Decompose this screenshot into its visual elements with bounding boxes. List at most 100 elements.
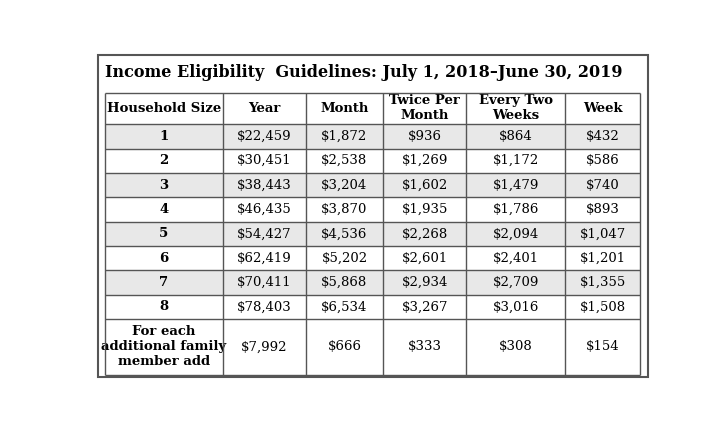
Text: 2: 2 xyxy=(159,154,169,167)
Text: $5,202: $5,202 xyxy=(321,252,368,265)
Bar xyxy=(105,197,222,222)
Bar xyxy=(566,124,640,149)
Text: $46,435: $46,435 xyxy=(237,203,292,216)
Text: Year: Year xyxy=(248,102,281,115)
Text: $893: $893 xyxy=(586,203,619,216)
Bar xyxy=(222,149,305,173)
Text: $4,536: $4,536 xyxy=(321,227,368,240)
Bar xyxy=(383,197,466,222)
Text: $7,992: $7,992 xyxy=(241,341,287,354)
Bar xyxy=(466,319,566,375)
Bar xyxy=(383,173,466,197)
Bar xyxy=(305,319,383,375)
Text: $1,508: $1,508 xyxy=(579,300,626,313)
Bar xyxy=(105,294,222,319)
Text: $6,534: $6,534 xyxy=(321,300,368,313)
Bar xyxy=(566,92,640,124)
Text: $1,172: $1,172 xyxy=(493,154,539,167)
Bar xyxy=(566,222,640,246)
Bar xyxy=(383,222,466,246)
Bar xyxy=(466,173,566,197)
Bar xyxy=(466,149,566,173)
Bar xyxy=(222,173,305,197)
Text: Month: Month xyxy=(321,102,369,115)
Bar xyxy=(105,92,222,124)
Text: Household Size: Household Size xyxy=(107,102,221,115)
Text: $308: $308 xyxy=(499,341,533,354)
Text: $1,355: $1,355 xyxy=(579,276,626,289)
Text: $1,872: $1,872 xyxy=(321,130,368,143)
Text: $936: $936 xyxy=(408,130,442,143)
Bar xyxy=(222,197,305,222)
Bar xyxy=(222,124,305,149)
Bar xyxy=(566,173,640,197)
Text: $78,403: $78,403 xyxy=(237,300,292,313)
Bar xyxy=(222,92,305,124)
Bar xyxy=(383,294,466,319)
Bar xyxy=(466,294,566,319)
Bar xyxy=(466,92,566,124)
Text: $5,868: $5,868 xyxy=(321,276,368,289)
Bar xyxy=(305,92,383,124)
Bar xyxy=(305,173,383,197)
Text: 8: 8 xyxy=(159,300,169,313)
Bar xyxy=(383,246,466,270)
Text: $3,016: $3,016 xyxy=(493,300,539,313)
Text: Week: Week xyxy=(583,102,622,115)
Bar xyxy=(305,294,383,319)
Text: $1,047: $1,047 xyxy=(579,227,626,240)
Bar xyxy=(105,319,222,375)
Bar xyxy=(466,270,566,294)
Bar xyxy=(566,294,640,319)
Text: 4: 4 xyxy=(159,203,169,216)
Bar xyxy=(222,319,305,375)
Bar xyxy=(466,124,566,149)
Bar xyxy=(566,270,640,294)
Text: $1,602: $1,602 xyxy=(401,178,448,192)
Bar xyxy=(466,222,566,246)
Text: $2,268: $2,268 xyxy=(401,227,448,240)
Bar xyxy=(105,270,222,294)
Text: $2,709: $2,709 xyxy=(493,276,539,289)
Bar xyxy=(383,270,466,294)
Text: Every Two
Weeks: Every Two Weeks xyxy=(479,95,553,122)
Text: $1,269: $1,269 xyxy=(401,154,448,167)
Bar xyxy=(566,246,640,270)
Bar xyxy=(222,270,305,294)
Text: $3,204: $3,204 xyxy=(321,178,368,192)
Text: $2,538: $2,538 xyxy=(321,154,368,167)
Text: $2,401: $2,401 xyxy=(493,252,539,265)
Text: $154: $154 xyxy=(586,341,619,354)
Bar xyxy=(105,222,222,246)
Bar xyxy=(222,246,305,270)
Text: $30,451: $30,451 xyxy=(237,154,292,167)
Text: $22,459: $22,459 xyxy=(237,130,292,143)
Bar xyxy=(222,294,305,319)
Bar xyxy=(305,149,383,173)
Bar xyxy=(383,92,466,124)
Bar xyxy=(305,270,383,294)
Bar xyxy=(105,149,222,173)
Text: 5: 5 xyxy=(159,227,169,240)
Text: $432: $432 xyxy=(586,130,619,143)
Text: $62,419: $62,419 xyxy=(237,252,292,265)
Text: $3,267: $3,267 xyxy=(401,300,448,313)
Bar xyxy=(566,319,640,375)
Text: $1,201: $1,201 xyxy=(579,252,626,265)
Bar xyxy=(105,173,222,197)
Text: 3: 3 xyxy=(159,178,169,192)
Text: $2,934: $2,934 xyxy=(401,276,448,289)
Text: $54,427: $54,427 xyxy=(237,227,292,240)
Text: $333: $333 xyxy=(408,341,442,354)
Text: Twice Per
Month: Twice Per Month xyxy=(390,95,460,122)
Text: Income Eligibility  Guidelines: July 1, 2018–June 30, 2019: Income Eligibility Guidelines: July 1, 2… xyxy=(105,64,622,81)
Text: For each
additional family
member add: For each additional family member add xyxy=(101,325,227,369)
Bar xyxy=(305,197,383,222)
Text: 6: 6 xyxy=(159,252,169,265)
Bar xyxy=(466,246,566,270)
Text: $740: $740 xyxy=(586,178,619,192)
Bar xyxy=(305,124,383,149)
Text: $2,094: $2,094 xyxy=(493,227,539,240)
Text: $38,443: $38,443 xyxy=(237,178,292,192)
Bar xyxy=(383,319,466,375)
